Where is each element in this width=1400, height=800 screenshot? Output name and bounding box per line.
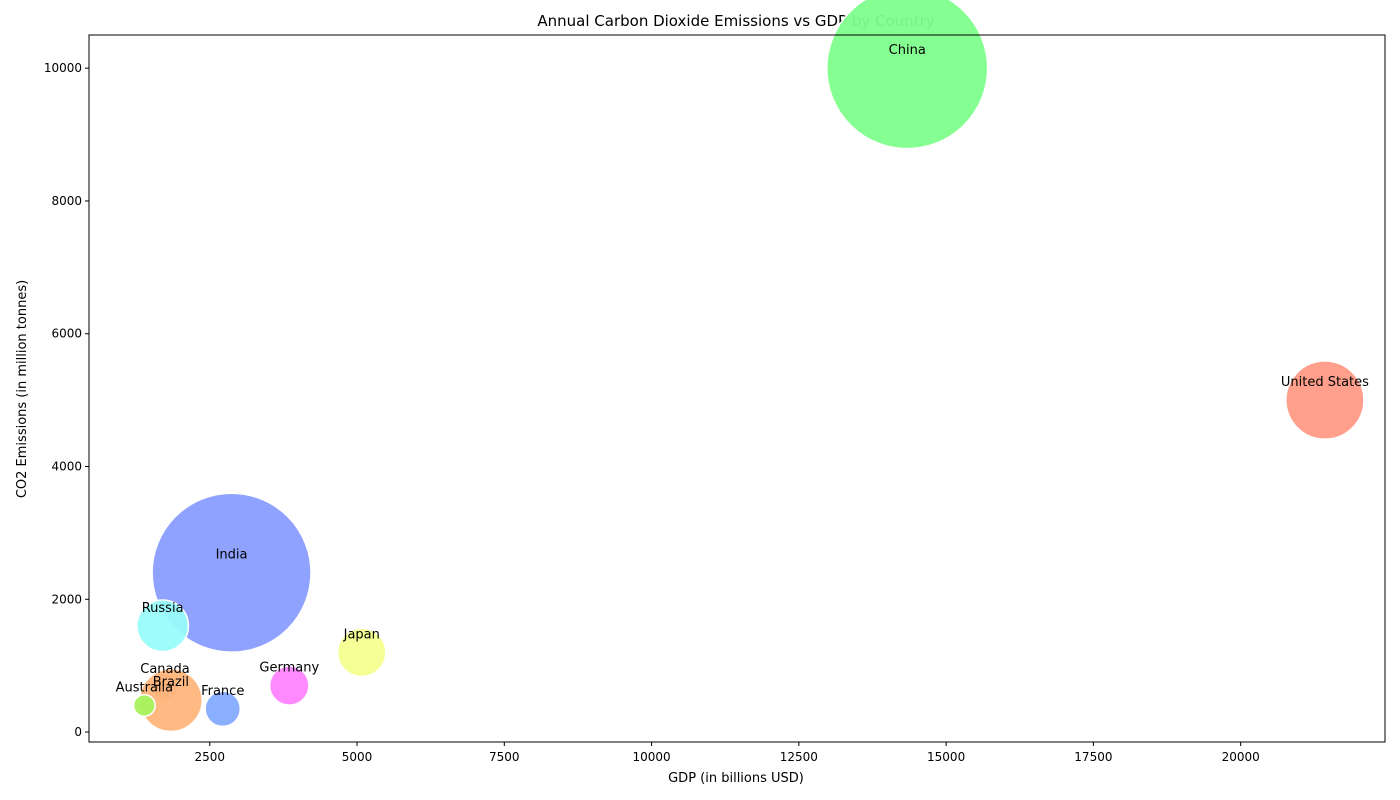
x-tick-label: 2500 [194, 750, 225, 764]
plot-area [132, 0, 1365, 733]
y-tick-label: 2000 [51, 592, 82, 606]
chart-title: Annual Carbon Dioxide Emissions vs GDP b… [537, 12, 934, 30]
x-tick-label: 7500 [489, 750, 520, 764]
x-tick-label: 15000 [927, 750, 965, 764]
bubble-india [151, 492, 312, 653]
bubble-germany [268, 665, 310, 706]
bubble-label-united-states: United States [1281, 375, 1369, 390]
bubble-label-russia: Russia [142, 601, 184, 616]
y-tick-label: 4000 [51, 460, 82, 474]
bubble-label-china: China [889, 43, 926, 58]
bubble-australia [132, 693, 156, 717]
y-axis: 0 2000 4000 6000 8000 10000 [44, 61, 89, 739]
bubble-label-france: France [201, 684, 244, 699]
x-tick-label: 12500 [780, 750, 818, 764]
bubble-labels: China United States India Russia Japan German… [116, 43, 1370, 699]
bubble-united-states [1285, 360, 1365, 440]
bubble-label-australia: Australia [116, 680, 174, 695]
x-tick-label: 20000 [1222, 750, 1260, 764]
y-tick-label: 10000 [44, 61, 82, 75]
x-tick-label: 17500 [1074, 750, 1112, 764]
bubble-label-brazil: Brazil [153, 675, 189, 690]
bubble-france [204, 690, 242, 728]
bubble-china [826, 0, 989, 150]
x-tick-label: 10000 [632, 750, 670, 764]
bubble-label-india: India [216, 548, 248, 563]
bubble-label-germany: Germany [259, 661, 319, 676]
bubble-label-canada: Canada [140, 662, 189, 677]
y-tick-label: 8000 [51, 194, 82, 208]
x-tick-label: 5000 [342, 750, 373, 764]
bubble-label-japan: Japan [343, 627, 380, 642]
x-axis: 2500 5000 7500 10000 12500 15000 17500 20000 [194, 742, 1260, 764]
x-axis-label: GDP (in billions USD) [668, 771, 804, 786]
plot-frame [88, 34, 1386, 743]
bubble-russia [136, 599, 190, 653]
y-tick-label: 0 [74, 725, 82, 739]
bubble-japan [336, 627, 387, 678]
y-axis-label: CO2 Emissions (in million tonnes) [15, 280, 30, 498]
y-tick-label: 6000 [51, 327, 82, 341]
